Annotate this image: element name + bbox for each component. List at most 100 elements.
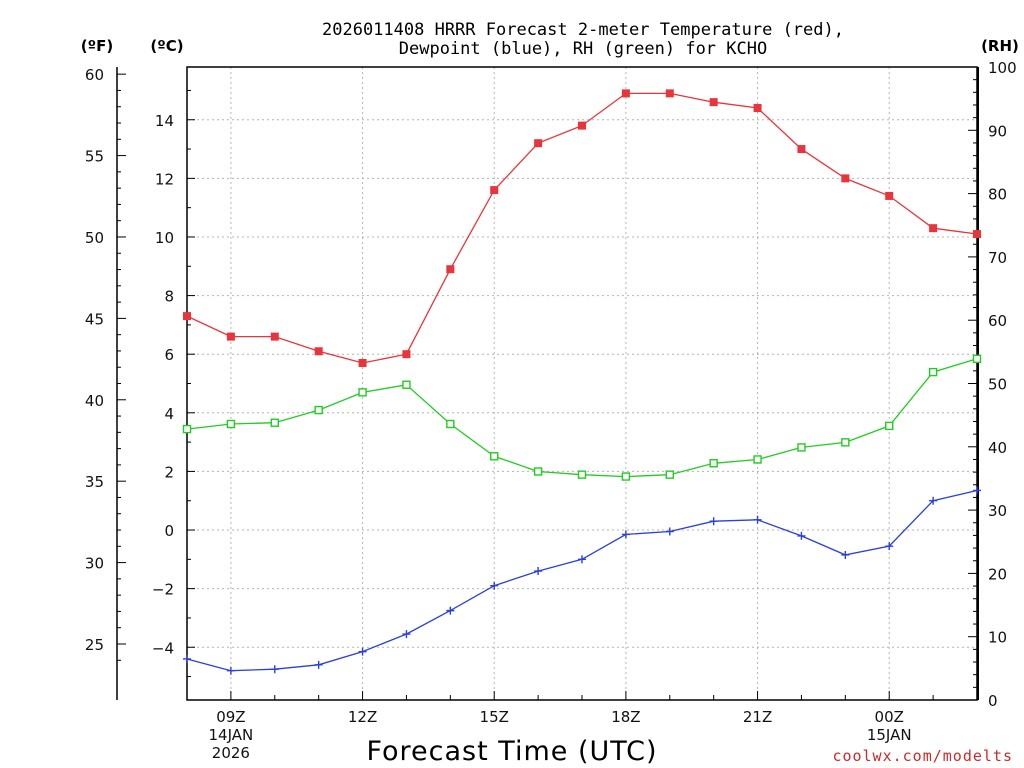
dewpoint-point <box>446 606 455 615</box>
rh-point <box>358 388 367 397</box>
celsius-unit-label: (ºC) <box>150 37 183 55</box>
rh-tick-label: 40 <box>988 439 1007 457</box>
dewpoint-point <box>665 527 674 536</box>
data-series <box>182 89 982 675</box>
rh-tick-label: 100 <box>988 59 1017 77</box>
rh-point <box>928 367 938 377</box>
chart-title-line-1: 2026011408 HRRR Forecast 2-meter Tempera… <box>322 20 844 40</box>
rh-point <box>270 418 279 427</box>
fahrenheit-tick-label: 30 <box>85 555 104 573</box>
x-tick-label: 18Z <box>611 708 640 726</box>
temperature-point <box>797 145 806 154</box>
x-tick-label: 21Z <box>743 708 772 726</box>
x-tick-date-label: 2026 <box>212 744 250 762</box>
temperature-point <box>226 332 235 341</box>
x-tick-label: 12Z <box>348 708 377 726</box>
celsius-tick-label: −2 <box>152 581 174 599</box>
temperature-point <box>402 350 411 359</box>
dewpoint-point <box>797 531 806 540</box>
temperature-point <box>929 224 938 233</box>
celsius-tick-label: −4 <box>152 639 174 657</box>
dewpoint-point <box>753 515 762 524</box>
dewpoint-point <box>226 666 235 675</box>
x-tick-label: 09Z <box>216 708 245 726</box>
dewpoint-series-line <box>186 489 978 672</box>
temperature-point <box>709 98 718 107</box>
dewpoint-point <box>490 581 499 590</box>
x-tick-date-label: 14JAN <box>209 726 254 744</box>
dewpoint-point <box>973 486 981 495</box>
rh-point <box>885 421 894 431</box>
fahrenheit-tick-label: 55 <box>85 148 104 166</box>
chart-title-line-2: Dewpoint (blue), RH (green) for KCHO <box>399 39 767 59</box>
temperature-point <box>885 191 894 200</box>
rh-tick-label: 30 <box>988 502 1007 520</box>
temperature-point <box>270 332 279 341</box>
dewpoint-point <box>885 542 894 551</box>
fahrenheit-tick-label: 45 <box>85 310 104 328</box>
rh-point <box>797 443 806 452</box>
temperature-series-line <box>186 92 978 364</box>
fahrenheit-tick-label: 50 <box>85 229 104 247</box>
x-tick-date-label: 15JAN <box>867 726 912 744</box>
dewpoint-point <box>534 567 543 576</box>
rh-point <box>972 354 982 364</box>
rh-tick-label: 90 <box>988 122 1007 140</box>
dewpoint-point <box>709 517 718 526</box>
rh-point <box>841 438 850 447</box>
dewpoint-point <box>621 530 630 539</box>
temperature-point <box>183 312 191 321</box>
dewpoint-point <box>841 550 850 559</box>
celsius-tick-label: 14 <box>155 112 174 130</box>
rh-point <box>621 472 631 481</box>
dewpoint-point <box>358 647 367 656</box>
source-credit: coolwx.com/modelts <box>832 747 1013 765</box>
rh-tick-label: 80 <box>988 186 1007 204</box>
rh-point <box>226 419 236 429</box>
temperature-point <box>841 174 850 183</box>
dewpoint-point <box>183 654 191 663</box>
rh-point <box>446 419 455 429</box>
fahrenheit-tick-label: 25 <box>85 636 104 654</box>
rh-point <box>665 470 674 479</box>
celsius-tick-label: 0 <box>164 522 174 540</box>
rh-tick-label: 60 <box>988 312 1007 330</box>
dewpoint-point <box>270 665 279 674</box>
temperature-point <box>578 121 586 130</box>
dewpoint-point <box>929 496 938 505</box>
x-axis-label: Forecast Time (UTC) <box>366 736 657 767</box>
celsius-tick-label: 6 <box>164 346 174 364</box>
temperature-point <box>358 358 367 367</box>
x-tick-label: 00Z <box>875 708 904 726</box>
grid-lines <box>187 67 977 700</box>
celsius-tick-label: 2 <box>164 463 174 481</box>
rh-tick-label: 20 <box>988 565 1007 583</box>
fahrenheit-tick-label: 40 <box>85 392 104 410</box>
dewpoint-point <box>578 555 586 564</box>
rh-series-line <box>186 358 978 478</box>
rh-tick-label: 50 <box>988 376 1007 394</box>
temperature-point <box>534 139 543 148</box>
celsius-tick-label: 8 <box>164 288 174 306</box>
rh-point <box>182 424 192 434</box>
dewpoint-point <box>314 660 323 669</box>
chart-axes: 605550454035302514121086420−2−4100908070… <box>85 59 1017 762</box>
rh-point <box>709 459 718 468</box>
celsius-tick-label: 12 <box>155 170 174 188</box>
rh-point <box>314 405 323 415</box>
rh-tick-label: 10 <box>988 629 1007 647</box>
temperature-point <box>314 347 323 356</box>
dewpoint-point <box>402 630 411 639</box>
temperature-point <box>490 186 499 195</box>
rh-tick-label: 70 <box>988 249 1007 267</box>
x-tick-label: 15Z <box>480 708 509 726</box>
fahrenheit-tick-label: 60 <box>85 66 104 84</box>
celsius-tick-label: 4 <box>164 405 174 423</box>
temperature-point <box>665 89 674 98</box>
temperature-point <box>753 104 762 113</box>
rh-unit-label: (RH) <box>981 37 1019 55</box>
rh-point <box>753 455 762 464</box>
rh-point <box>533 467 543 476</box>
fahrenheit-unit-label: (ºF) <box>81 37 113 55</box>
